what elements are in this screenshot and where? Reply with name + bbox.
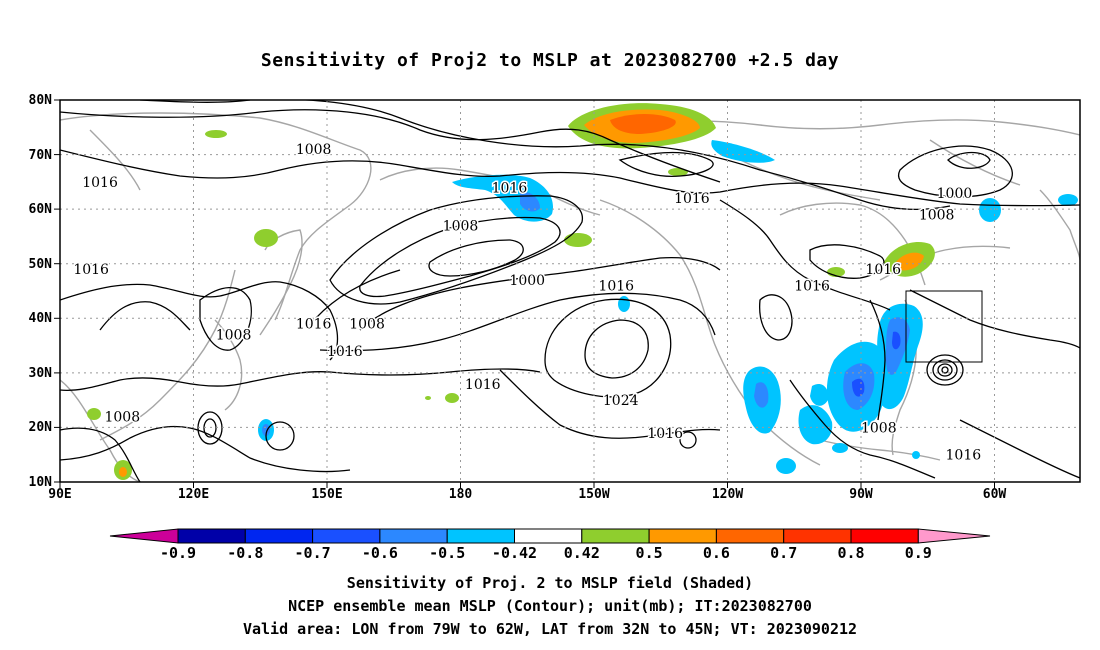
colorbar-swatch bbox=[648, 528, 717, 544]
colorbar-swatch bbox=[379, 528, 448, 544]
lat-label-40n: 40N bbox=[29, 311, 53, 326]
lat-label-10n: 10N bbox=[29, 475, 53, 490]
longitude-labels: 90E 120E 150E 180 150W 120W 90W 60W bbox=[48, 487, 1006, 502]
contour-label: 1008 bbox=[104, 410, 140, 426]
contour-label: 1016 bbox=[598, 279, 634, 295]
lon-label-150w: 150W bbox=[578, 487, 609, 502]
lat-lon-grid bbox=[60, 100, 1080, 482]
caption-line-3: Valid area: LON from 79W to 62W, LAT fro… bbox=[242, 620, 858, 638]
colorbar-label: -0.8 bbox=[227, 544, 263, 562]
colorbar-swatch bbox=[514, 528, 583, 544]
lat-label-60n: 60N bbox=[29, 202, 53, 217]
lat-label-50n: 50N bbox=[29, 257, 53, 272]
figure-title: Sensitivity of Proj2 to MSLP at 20230827… bbox=[260, 50, 840, 71]
lat-label-20n: 20N bbox=[29, 420, 53, 435]
contour-label: 1016 bbox=[327, 344, 363, 360]
plot-frame bbox=[59, 99, 1081, 483]
lat-label-70n: 70N bbox=[29, 148, 53, 163]
contour-label: 1016 bbox=[73, 262, 109, 278]
contour-label: 1016 bbox=[946, 448, 982, 464]
colorbar-label: 0.6 bbox=[703, 544, 730, 562]
contour-label: 1008 bbox=[919, 208, 955, 224]
contour-label: 1016 bbox=[465, 377, 501, 393]
colorbar-swatch bbox=[715, 528, 785, 544]
colorbar-swatch bbox=[783, 528, 852, 544]
lon-label-180: 180 bbox=[449, 487, 473, 502]
contour-label: 1008 bbox=[296, 142, 332, 158]
colorbar: -0.9 -0.8 -0.7 -0.6 -0.5 -0.42 0.42 0.5 0.6 0.7 0.… bbox=[109, 528, 991, 562]
colorbar-label: -0.5 bbox=[429, 544, 465, 562]
contour-label: 1016 bbox=[674, 191, 710, 207]
colorbar-label: -0.42 bbox=[492, 544, 537, 562]
map-area: 1008 1016 1016 1016 1000 1008 1008 1016 1000 1016… bbox=[60, 100, 1080, 482]
figure-captions: Sensitivity of Proj. 2 to MSLP field (Sh… bbox=[0, 572, 1100, 641]
colorbar-swatch bbox=[177, 528, 246, 544]
mslp-contours bbox=[60, 100, 1080, 482]
lon-label-90w: 90W bbox=[849, 487, 873, 502]
latitude-labels: 80N 70N 60N 50N 40N 30N 20N 10N bbox=[29, 93, 53, 490]
sensitivity-shading bbox=[87, 103, 1078, 480]
colorbar-label: 0.9 bbox=[905, 544, 932, 562]
colorbar-swatch bbox=[581, 528, 650, 544]
lon-label-120e: 120E bbox=[178, 487, 209, 502]
contour-label: 1008 bbox=[349, 317, 385, 333]
contour-labels: 1008 1016 1016 1016 1000 1008 1008 1016 1000 1016… bbox=[72, 141, 983, 466]
contour-label: 1016 bbox=[794, 279, 830, 295]
lon-label-120w: 120W bbox=[712, 487, 743, 502]
colorbar-swatch bbox=[446, 528, 516, 544]
colorbar-label: 0.5 bbox=[636, 544, 663, 562]
contour-label: 1016 bbox=[82, 175, 118, 191]
colorbar-swatch bbox=[850, 528, 919, 544]
lat-label-80n: 80N bbox=[29, 93, 53, 108]
colorbar-swatch bbox=[312, 528, 381, 544]
tick-marks bbox=[54, 99, 995, 488]
colorbar-label: 0.7 bbox=[770, 544, 797, 562]
contour-label: 1000 bbox=[509, 273, 545, 289]
colorbar-label: 0.8 bbox=[837, 544, 864, 562]
contour-label: 1008 bbox=[861, 420, 897, 436]
contour-label: 1008 bbox=[443, 219, 479, 235]
lon-label-90e: 90E bbox=[48, 487, 71, 502]
contour-label: 1000 bbox=[937, 186, 973, 202]
lon-label-60w: 60W bbox=[983, 487, 1007, 502]
caption-line-2: NCEP ensemble mean MSLP (Contour); unit(… bbox=[288, 597, 812, 615]
colorbar-label: -0.9 bbox=[160, 544, 196, 562]
contour-label: 1016 bbox=[296, 317, 332, 333]
colorbar-swatch bbox=[244, 528, 314, 544]
contour-label: 1016 bbox=[492, 180, 528, 196]
colorbar-high-end bbox=[917, 528, 991, 544]
valid-area-box bbox=[905, 290, 983, 363]
colorbar-low-end bbox=[109, 528, 179, 544]
contour-label: 1008 bbox=[216, 328, 252, 344]
caption-line-1: Sensitivity of Proj. 2 to MSLP field (Sh… bbox=[346, 574, 754, 592]
contour-label: 1016 bbox=[647, 426, 683, 442]
colorbar-label: -0.7 bbox=[295, 544, 331, 562]
colorbar-label: 0.42 bbox=[564, 544, 600, 562]
lon-label-150e: 150E bbox=[311, 487, 342, 502]
colorbar-label: -0.6 bbox=[362, 544, 398, 562]
contour-label: 1024 bbox=[603, 393, 639, 409]
lat-label-30n: 30N bbox=[29, 366, 53, 381]
contour-label: 1016 bbox=[865, 262, 901, 278]
